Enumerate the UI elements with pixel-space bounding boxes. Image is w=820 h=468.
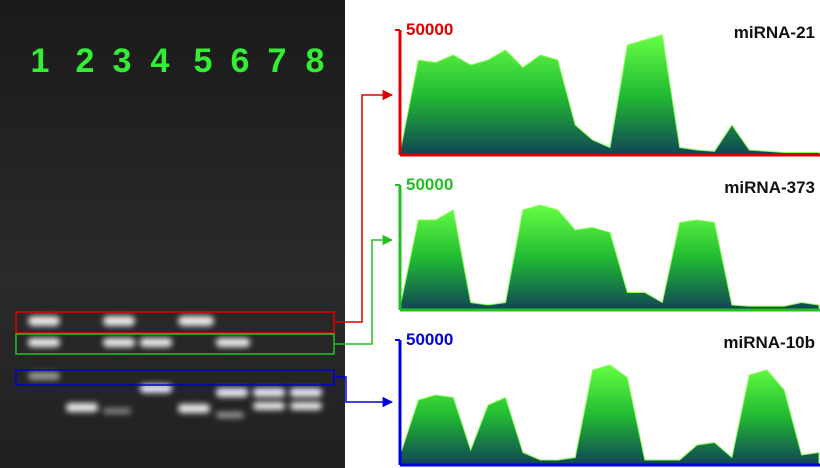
- panel-label: miRNA-373: [724, 178, 815, 197]
- panel-label: miRNA-10b: [723, 333, 815, 352]
- lane-label: 5: [194, 42, 213, 80]
- lane-label: 2: [76, 42, 95, 80]
- profile-area: [400, 204, 820, 311]
- arrow: [334, 234, 394, 345]
- lane-label: 4: [151, 42, 170, 80]
- profile-area: [400, 34, 820, 156]
- profile-area: [400, 364, 820, 466]
- lane-label: 7: [268, 42, 287, 80]
- panel-label: miRNA-21: [734, 23, 815, 42]
- lane-label: 3: [113, 42, 132, 80]
- arrow: [334, 376, 394, 408]
- y-max-label: 50000: [406, 330, 453, 349]
- y-max-label: 50000: [406, 175, 453, 194]
- lane-label: 1: [31, 42, 50, 80]
- y-max-label: 50000: [406, 20, 453, 39]
- lane-label: 8: [306, 42, 325, 80]
- gel-bands: [28, 316, 322, 418]
- lane-label: 6: [231, 42, 250, 80]
- arrow: [334, 89, 394, 323]
- gel: [0, 0, 345, 468]
